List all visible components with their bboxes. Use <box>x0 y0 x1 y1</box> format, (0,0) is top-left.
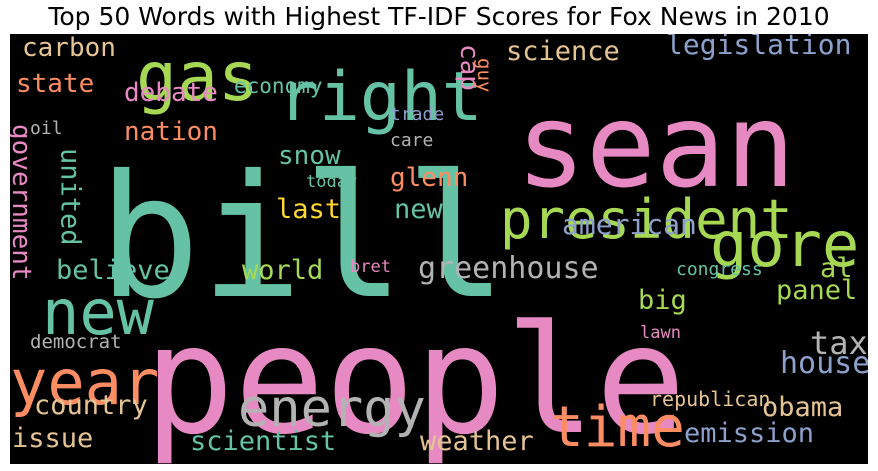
word-news: news <box>394 194 459 225</box>
word-last: last <box>276 194 341 225</box>
word-bill: bill <box>98 139 507 337</box>
word-tax: tax <box>810 324 868 362</box>
word-cloud: bill people sean president right gas gore new ye… <box>10 34 868 464</box>
word-nation: nation <box>124 117 218 147</box>
word-debate: debate <box>124 78 218 108</box>
word-issue: issue <box>12 423 93 454</box>
word-big: big <box>638 285 687 316</box>
word-carbon: carbon <box>22 34 116 63</box>
word-democrat: democrat <box>30 331 122 353</box>
word-congress: congress <box>676 259 763 280</box>
word-energy: energy <box>238 379 426 439</box>
word-gas: gas <box>136 38 259 117</box>
word-house: house <box>780 346 868 381</box>
word-united: united <box>54 148 85 246</box>
word-people: people <box>144 294 686 464</box>
word-snow: snow <box>278 141 341 171</box>
word-science: science <box>506 36 620 67</box>
word-panel: panel <box>776 275 857 306</box>
word-time: time <box>550 395 685 460</box>
word-trade: trade <box>390 104 444 125</box>
word-american: american <box>562 208 697 241</box>
word-gore: gore <box>710 208 859 281</box>
word-emission: emission <box>684 418 814 449</box>
word-care: care <box>390 130 433 151</box>
word-weather: weather <box>420 426 534 457</box>
word-al: al <box>820 253 853 284</box>
word-lawn: lawn <box>640 323 681 343</box>
word-legislation: legislation <box>666 34 851 61</box>
word-guy: guy <box>473 58 495 92</box>
word-year: year <box>10 346 159 419</box>
word-world: world <box>242 255 323 286</box>
word-scientist: scientist <box>190 426 336 457</box>
word-today: today <box>306 172 357 192</box>
word-greenhouse: greenhouse <box>418 251 599 286</box>
word-state: state <box>16 69 94 99</box>
word-republican: republican <box>650 387 770 411</box>
word-economy: economy <box>234 74 323 98</box>
word-right: right <box>278 58 483 137</box>
word-new: new <box>42 276 155 349</box>
word-cap: cap <box>454 44 484 91</box>
chart-title: Top 50 Words with Highest TF-IDF Scores … <box>48 2 830 31</box>
word-glenn: glenn <box>390 163 468 193</box>
word-oil: oil <box>30 118 63 139</box>
word-government: government <box>10 124 36 281</box>
word-sean: sean <box>516 79 795 214</box>
word-believe: believe <box>56 255 170 286</box>
word-president: president <box>500 188 793 251</box>
word-bret: bret <box>350 257 391 277</box>
word-country: country <box>34 390 148 421</box>
word-obama: obama <box>762 392 843 423</box>
